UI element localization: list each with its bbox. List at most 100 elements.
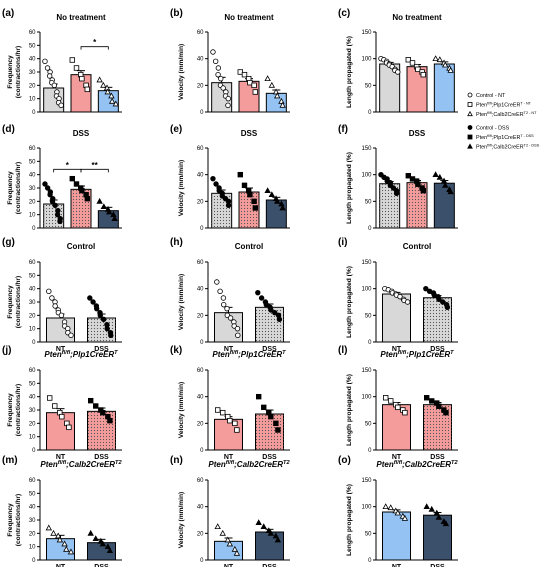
legend-marker bbox=[467, 143, 473, 149]
panel-b: (b) No treatment Velocity (mm/min) 0 20 40 60 bbox=[170, 8, 290, 116]
panel-title: Control bbox=[67, 242, 95, 251]
y-axis-label: Length propagated (%) bbox=[346, 266, 353, 338]
panel-letter: (b) bbox=[170, 8, 183, 19]
data-point bbox=[108, 97, 116, 104]
panel-title: Ptenfl/fl;Calb2CreERT2 bbox=[376, 460, 458, 469]
data-point bbox=[58, 102, 64, 109]
data-point bbox=[397, 293, 403, 300]
data-point bbox=[401, 514, 409, 521]
data-point bbox=[443, 409, 449, 416]
y-axis-label: Frequency bbox=[7, 171, 14, 205]
data-point bbox=[218, 75, 224, 82]
y-tick-label: 40 bbox=[197, 287, 204, 293]
legend: Control - NT Ptenfl/fl;Plp1CreERT - NT Pte… bbox=[467, 92, 540, 151]
data-point bbox=[44, 185, 51, 191]
legend-item: Ptenfl/fl;Calb2CreERT2 - DSS bbox=[467, 143, 540, 151]
data-point bbox=[227, 315, 234, 321]
data-point bbox=[46, 73, 53, 79]
y-tick-label: 150 bbox=[361, 260, 372, 266]
y-axis-label: Length propagated (%) bbox=[346, 152, 353, 224]
y-tick-label: 20 bbox=[29, 199, 36, 205]
y-tick-label: 40 bbox=[29, 57, 36, 63]
data-point bbox=[96, 76, 103, 83]
y-tick-label: 40 bbox=[29, 173, 36, 179]
legend-label: Ptenfl/fl;Plp1CreERT - DSS bbox=[476, 134, 534, 141]
y-tick-label: 10 bbox=[29, 213, 36, 219]
panel-title: Ptenfl/fl;Calb2CreERT2 bbox=[40, 460, 122, 469]
data-point bbox=[106, 208, 113, 215]
panel-j: (j) Ptenfl/fl;Plp1CreERT Frequency (contrac… bbox=[2, 345, 122, 461]
y-axis bbox=[205, 369, 209, 451]
panel-title: No treatment bbox=[392, 13, 442, 22]
y-axis-label: Length propagated (%) bbox=[346, 374, 353, 446]
panel-letter: (g) bbox=[2, 237, 15, 248]
x-tick-label: NT bbox=[56, 346, 66, 353]
data-point bbox=[395, 69, 401, 75]
y-tick-label: 0 bbox=[200, 448, 204, 454]
data-point bbox=[233, 549, 241, 556]
data-point bbox=[255, 519, 262, 526]
data-point bbox=[220, 301, 227, 308]
y-tick-label: 150 bbox=[361, 30, 372, 36]
data-point bbox=[409, 60, 416, 66]
data-point bbox=[111, 215, 118, 222]
y-tick-label: 0 bbox=[200, 340, 204, 346]
data-point bbox=[263, 301, 269, 308]
data-point bbox=[276, 316, 283, 323]
data-point bbox=[45, 524, 53, 531]
y-tick-label: 60 bbox=[29, 368, 36, 374]
y-axis-label: (contractions/hr) bbox=[15, 384, 22, 436]
data-point bbox=[251, 82, 257, 89]
y-axis bbox=[373, 147, 377, 229]
legend-marker bbox=[467, 125, 473, 130]
data-point bbox=[100, 316, 107, 323]
x-tick-label: DSS bbox=[262, 564, 277, 567]
data-point bbox=[405, 57, 411, 63]
data-point bbox=[224, 536, 231, 543]
x-tick-label: NT bbox=[392, 346, 402, 353]
y-axis bbox=[37, 479, 41, 561]
data-point bbox=[215, 71, 221, 78]
data-point bbox=[225, 102, 231, 109]
panel-letter: (e) bbox=[170, 124, 182, 135]
data-point bbox=[107, 417, 113, 424]
panel-title: Control bbox=[235, 242, 263, 251]
panel-letter: (i) bbox=[338, 237, 347, 248]
data-point bbox=[210, 49, 216, 55]
data-point bbox=[51, 82, 58, 89]
data-point bbox=[423, 503, 430, 510]
data-point bbox=[436, 296, 442, 303]
data-point bbox=[104, 543, 112, 550]
data-point bbox=[275, 427, 281, 433]
legend-label: Ptenfl/fl;Calb2CreERT2 - NT bbox=[476, 111, 537, 118]
data-point bbox=[274, 92, 281, 99]
data-point bbox=[404, 299, 411, 305]
x-tick-label: NT bbox=[392, 564, 402, 567]
data-point bbox=[52, 202, 58, 209]
data-point bbox=[61, 540, 68, 547]
data-point bbox=[272, 309, 278, 316]
panel-title: Ptenfl/fl;Plp1CreERT bbox=[44, 350, 118, 359]
y-tick-label: 0 bbox=[32, 558, 36, 564]
data-point bbox=[66, 424, 72, 431]
data-point bbox=[227, 417, 233, 424]
data-point bbox=[104, 325, 110, 332]
panel-o: (o) Ptenfl/fl;Calb2CreERT2 Length propagat… bbox=[338, 455, 458, 567]
data-point bbox=[104, 88, 111, 95]
x-tick-label: NT bbox=[56, 564, 66, 567]
data-point bbox=[393, 190, 400, 197]
panel-a: (a) No treatment Frequency (contractions/hr… bbox=[2, 8, 122, 116]
data-point bbox=[69, 175, 75, 182]
bar-pattern bbox=[407, 182, 427, 228]
y-tick-label: 150 bbox=[361, 146, 372, 152]
data-point bbox=[52, 403, 58, 409]
data-point bbox=[96, 197, 103, 204]
data-point bbox=[251, 198, 257, 205]
y-tick-label: 40 bbox=[197, 173, 204, 179]
data-point bbox=[264, 187, 271, 194]
data-point bbox=[213, 181, 219, 187]
data-point bbox=[108, 332, 114, 339]
y-axis-label: (contractions/hr) bbox=[15, 162, 22, 214]
data-point bbox=[106, 547, 114, 554]
data-point bbox=[93, 305, 100, 312]
